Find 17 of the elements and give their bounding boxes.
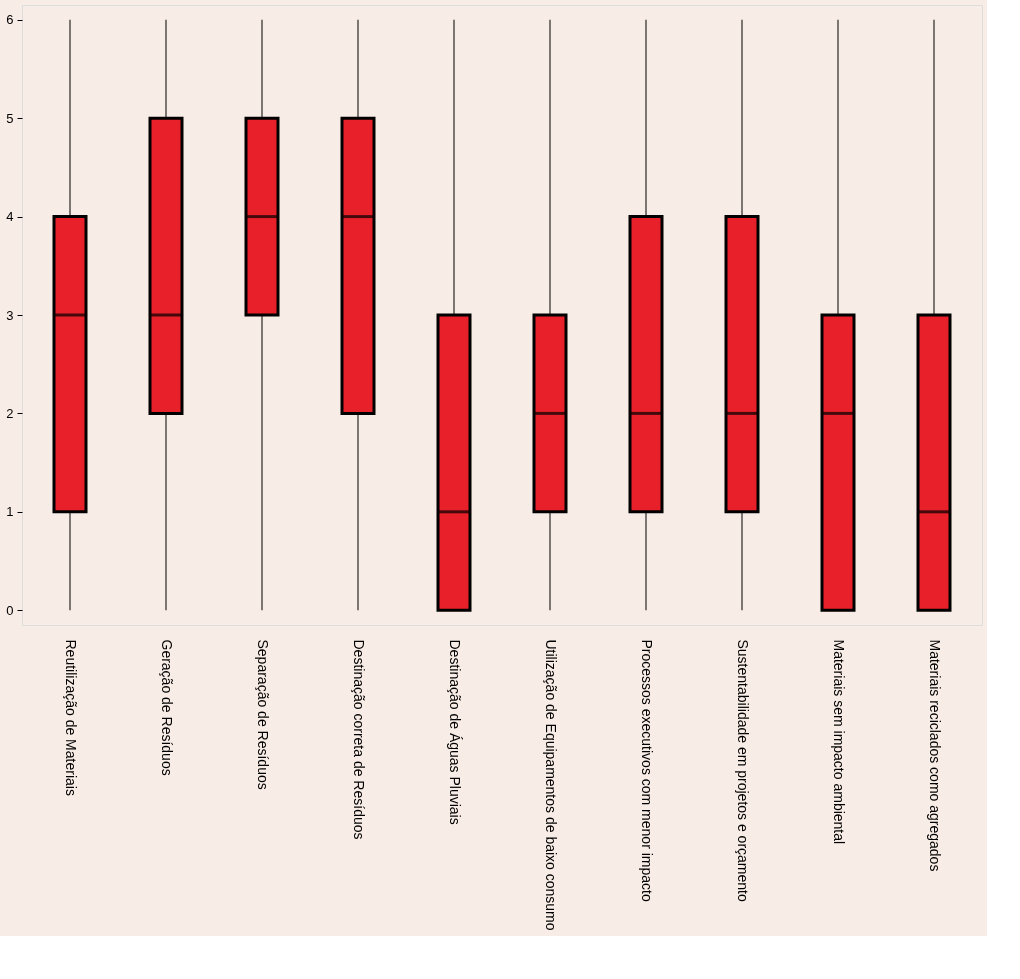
y-tick-label: 0	[6, 602, 14, 618]
x-tick-label: Destinação correta de Resíduos	[351, 639, 367, 840]
x-tick-label: Geração de Resíduos	[159, 639, 175, 776]
y-tick-label: 4	[6, 209, 14, 225]
y-tick-label: 6	[6, 12, 14, 28]
y-tick-label: 1	[6, 504, 14, 520]
x-tick-label: Separação de Resíduos	[255, 639, 271, 790]
y-tick-label: 3	[6, 307, 14, 323]
x-tick-label: Destinação de Águas Pluviais	[447, 639, 463, 825]
x-tick-label: Utilização de Equipamentos de baixo consumo	[543, 639, 559, 931]
y-tick-label: 2	[6, 405, 14, 421]
x-tick-label: Materiais reciclados como agregados	[927, 639, 943, 872]
x-tick-label: Materiais sem impacto ambiental	[831, 639, 847, 845]
x-tick-label: Sustentabilidade em projetos e orçamento	[735, 639, 751, 902]
y-tick-label: 5	[6, 110, 14, 126]
x-tick-label: Processos executivos com menor impacto	[639, 639, 655, 902]
x-tick-label: Reutilização de Materiais	[63, 639, 79, 796]
